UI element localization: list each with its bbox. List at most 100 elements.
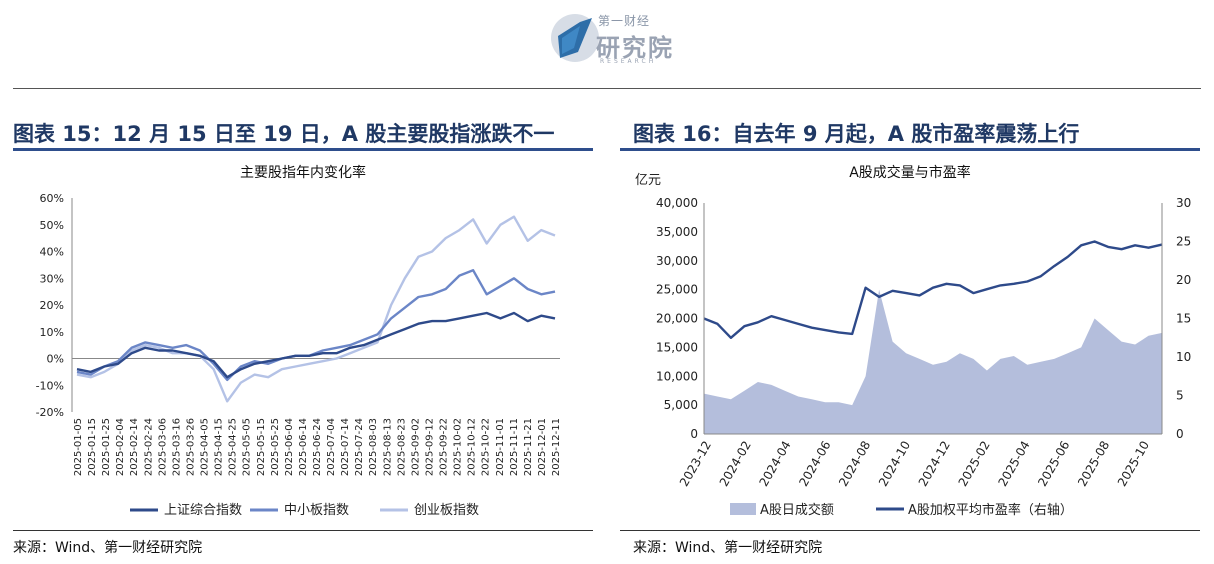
right-figure-rule: [620, 148, 1200, 151]
x-tick-label: 2025-06-04: [284, 418, 295, 476]
x-tick-group: 2025-04: [995, 439, 1032, 489]
research-logo: [551, 14, 599, 62]
y-tick-label: 30%: [40, 272, 64, 285]
x-tick-group: 2025-06-14: [298, 418, 309, 476]
x-tick-group: 2025-04-25: [228, 418, 239, 476]
x-tick-label: 2025-08-13: [382, 418, 393, 476]
x-tick-label: 2025-06-14: [298, 418, 309, 476]
x-tick-group: 2025-02-24: [143, 418, 154, 476]
y-tick-label: 10%: [40, 326, 64, 339]
x-tick-group: 2024-10: [876, 439, 913, 489]
x-tick-group: 2025-09-22: [439, 418, 450, 476]
x-tick-label: 2025-03-06: [157, 418, 168, 476]
x-tick-group: 2025-04-15: [214, 418, 225, 476]
legend-label-pe: A股加权平均市盈率（右轴）: [908, 502, 1073, 518]
x-tick-label: 2024-08: [836, 439, 873, 489]
logo-text-line1: 第一财经: [598, 14, 651, 28]
x-tick-label: 2025-06: [1035, 439, 1072, 489]
x-tick-group: 2025-04-05: [200, 418, 211, 476]
y-right-tick-label: 5: [1176, 389, 1184, 403]
x-tick-label: 2025-11-11: [509, 418, 520, 476]
y-left-unit: 亿元: [635, 173, 661, 188]
x-tick-label: 2024-04: [757, 439, 794, 489]
series-line-0: [76, 311, 556, 379]
x-tick-label: 2025-02-14: [129, 418, 140, 476]
x-tick-group: 2025-08-13: [382, 418, 393, 476]
y-right-tick-label: 30: [1176, 196, 1191, 210]
y-right-tick-label: 15: [1176, 312, 1191, 326]
x-tick-label: 2025-01-05: [73, 418, 84, 476]
x-tick-label: 2025-09-12: [424, 418, 435, 476]
right-bottom-rule: [620, 530, 1200, 531]
y-left-tick-label: 15,000: [656, 340, 698, 354]
x-tick-label: 2025-08-03: [368, 418, 379, 476]
x-tick-label: 2025-04-05: [200, 418, 211, 476]
left-figure-rule: [13, 148, 593, 151]
x-tick-group: 2025-10-22: [481, 418, 492, 476]
x-tick-group: 2025-10: [1115, 439, 1152, 489]
x-tick-group: 2025-12-01: [537, 418, 548, 476]
x-tick-label: 2024-06: [796, 439, 833, 489]
x-tick-label: 2025-06-24: [312, 418, 323, 476]
legend-swatch-volume: [730, 503, 756, 515]
legend-label-volume: A股日成交额: [760, 502, 834, 518]
x-tick-label: 2024-10: [876, 439, 913, 489]
x-tick-label: 2024-02: [717, 439, 754, 489]
x-tick-label: 2025-10: [1115, 439, 1152, 489]
y-tick-label: 50%: [40, 219, 64, 232]
x-tick-group: 2025-10-12: [467, 418, 478, 476]
y-tick-label: 0%: [47, 353, 64, 366]
x-tick-group: 2024-06: [796, 439, 833, 489]
x-tick-group: 2025-03-16: [171, 418, 182, 476]
x-tick-group: 2025-06: [1035, 439, 1072, 489]
x-tick-label: 2025-09-02: [410, 418, 421, 476]
left-bottom-rule: [13, 530, 593, 531]
x-tick-label: 2025-04-15: [214, 418, 225, 476]
x-tick-group: 2025-02: [956, 439, 993, 489]
x-tick-group: 2025-03-26: [185, 418, 196, 476]
left-source: 来源：Wind、第一财经研究院: [13, 540, 203, 556]
x-tick-group: 2024-12: [916, 439, 953, 489]
x-tick-label: 2025-07-04: [326, 418, 337, 476]
x-tick-group: 2025-11-01: [495, 418, 506, 476]
y-tick-label: 20%: [40, 299, 64, 312]
x-tick-label: 2025-12-01: [537, 418, 548, 476]
x-tick-group: 2025-07-14: [340, 418, 351, 476]
x-tick-label: 2025-11-21: [523, 418, 534, 476]
x-tick-group: 2025-01-15: [87, 418, 98, 476]
x-tick-label: 2025-08: [1075, 439, 1112, 489]
y-left-tick-label: 40,000: [656, 196, 698, 210]
right-figure-title: 图表 16：自去年 9 月起，A 股市盈率震荡上行: [633, 122, 1080, 146]
x-tick-group: 2025-02-04: [115, 418, 126, 476]
right-combo-chart: 亿元 40,000 35,000 30,000 25,000 20,000 15,000 10…: [635, 173, 1191, 518]
y-right-tick-label: 20: [1176, 273, 1191, 287]
x-tick-group: 2025-06-04: [284, 418, 295, 476]
y-left-tick-label: 5,000: [664, 398, 698, 412]
x-tick-label: 2025-05-15: [256, 418, 267, 476]
volume-area: [704, 289, 1162, 434]
legend-label-1: 中小板指数: [284, 503, 349, 518]
x-tick-group: 2025-09-02: [410, 418, 421, 476]
x-tick-group: 2025-07-04: [326, 418, 337, 476]
x-tick-group: 2025-11-11: [509, 418, 520, 476]
right-source: 来源：Wind、第一财经研究院: [633, 540, 823, 556]
y-right-tick-label: 10: [1176, 350, 1191, 364]
x-tick-group: 2025-05-05: [242, 418, 253, 476]
y-left-tick-label: 30,000: [656, 254, 698, 268]
x-tick-label: 2025-10-02: [453, 418, 464, 476]
x-tick-group: 2025-08-23: [396, 418, 407, 476]
x-tick-group: 2025-02-14: [129, 418, 140, 476]
legend-label-0: 上证综合指数: [164, 503, 242, 518]
y-tick-label: 60%: [40, 192, 64, 205]
x-tick-label: 2025-05-25: [270, 418, 281, 476]
y-right-tick-label: 25: [1176, 235, 1191, 249]
x-tick-group: 2025-05-15: [256, 418, 267, 476]
y-left-tick-label: 20,000: [656, 312, 698, 326]
x-tick-group: 2024-02: [717, 439, 754, 489]
x-tick-group: 2025-12-11: [551, 418, 562, 476]
series-line-1: [76, 269, 556, 382]
logo-text-line3: RESEARCH: [600, 58, 657, 65]
x-tick-group: 2025-05-25: [270, 418, 281, 476]
y-tick-label: -20%: [36, 406, 64, 419]
y-tick-label: -10%: [36, 379, 64, 392]
